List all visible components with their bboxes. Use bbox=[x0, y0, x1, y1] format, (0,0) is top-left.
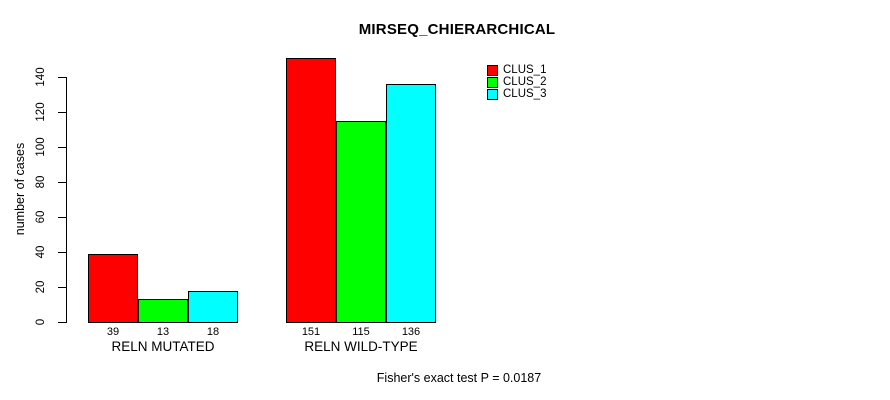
legend-item: CLUS_3 bbox=[487, 88, 546, 100]
x-axis-category-label: RELN MUTATED bbox=[111, 339, 215, 354]
bar-clus_3 bbox=[188, 290, 238, 323]
y-axis-label: number of cases bbox=[13, 142, 27, 236]
legend-swatch-clus_2 bbox=[487, 76, 498, 88]
y-axis-tick-label: 140 bbox=[35, 67, 47, 87]
y-axis-tick bbox=[58, 216, 66, 218]
legend-label: CLUS_3 bbox=[503, 88, 547, 100]
x-axis-category-label: RELN WILD-TYPE bbox=[304, 339, 418, 354]
y-axis-tick bbox=[58, 251, 66, 253]
legend-label: CLUS_1 bbox=[503, 64, 547, 76]
legend-swatch-clus_1 bbox=[487, 64, 498, 76]
bar-value-label: 39 bbox=[106, 326, 120, 338]
legend-item: CLUS_1 bbox=[487, 64, 546, 76]
y-axis-tick bbox=[58, 76, 66, 78]
bar-value-label: 115 bbox=[352, 326, 370, 338]
legend-swatch-clus_3 bbox=[487, 88, 498, 100]
legend-item: CLUS_2 bbox=[487, 76, 546, 88]
bar-value-label: 18 bbox=[206, 326, 220, 338]
bar-clus_2 bbox=[138, 299, 188, 323]
y-axis-tick bbox=[58, 321, 66, 323]
y-axis-tick bbox=[58, 181, 66, 183]
chart-title: MIRSEQ_CHIERARCHICAL bbox=[358, 21, 556, 38]
y-axis-tick bbox=[58, 111, 66, 113]
bar-value-label: 13 bbox=[156, 326, 170, 338]
y-axis-tick bbox=[58, 146, 66, 148]
bar-value-label: 136 bbox=[401, 326, 421, 338]
y-axis-line bbox=[66, 77, 67, 323]
bar-clus_2 bbox=[336, 120, 386, 323]
bar-value-label: 151 bbox=[301, 326, 321, 338]
legend-label: CLUS_2 bbox=[503, 76, 547, 88]
bar-clus_3 bbox=[386, 84, 436, 323]
bar-clus_1 bbox=[286, 57, 336, 323]
annotation-pvalue: Fisher's exact test P = 0.0187 bbox=[376, 371, 542, 385]
y-axis-tick bbox=[58, 286, 66, 288]
bar-clus_1 bbox=[88, 253, 138, 323]
